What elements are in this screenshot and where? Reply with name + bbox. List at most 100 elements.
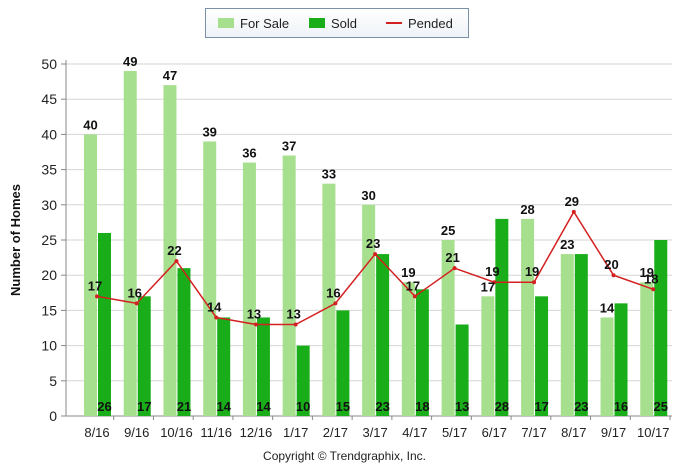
y-tick-label: 10 [41, 338, 57, 354]
data-label-pended: 16 [127, 285, 141, 300]
x-tick-label: 10/16 [160, 425, 193, 440]
data-label-for-sale: 37 [282, 139, 296, 154]
data-label-pended: 13 [286, 306, 300, 321]
data-label-for-sale: 23 [560, 237, 574, 252]
point-pended [452, 266, 457, 271]
data-label-sold: 26 [97, 399, 111, 414]
pended-line [95, 209, 656, 327]
bar-for-sale [560, 254, 574, 416]
data-label-sold: 23 [375, 399, 389, 414]
data-label-for-sale: 39 [202, 124, 216, 139]
legend-label-pended: Pended [408, 15, 453, 31]
bar-for-sale [203, 141, 217, 416]
x-tick-label: 3/17 [362, 425, 387, 440]
data-label-sold: 10 [296, 399, 310, 414]
bar-sold [614, 303, 628, 416]
data-label-sold: 16 [614, 399, 628, 414]
data-label-for-sale: 28 [520, 202, 534, 217]
bar-for-sale [84, 134, 97, 416]
data-label-sold: 15 [336, 399, 350, 414]
data-label-sold: 17 [137, 399, 151, 414]
point-pended [174, 259, 179, 264]
bar-for-sale [401, 282, 415, 416]
data-label-for-sale: 36 [242, 146, 256, 161]
x-tick-label: 6/17 [482, 425, 507, 440]
y-tick-label: 20 [41, 267, 57, 283]
point-pended [412, 294, 417, 299]
data-label-for-sale: 47 [163, 68, 177, 83]
data-label-pended: 17 [88, 278, 102, 293]
x-tick-label: 12/16 [240, 425, 273, 440]
point-pended [214, 315, 219, 320]
y-tick-label: 50 [41, 56, 57, 72]
y-tick-label: 35 [41, 162, 57, 178]
bar-for-sale [242, 162, 256, 416]
bar-for-sale [441, 240, 455, 416]
point-pended [95, 294, 99, 299]
point-pended [293, 322, 298, 327]
y-tick-label: 40 [41, 126, 57, 142]
data-label-pended: 13 [247, 306, 261, 321]
bar-for-sale [123, 71, 137, 416]
legend: For Sale Sold Pended [205, 8, 469, 38]
data-label-sold: 23 [574, 399, 588, 414]
legend-swatch-sold [309, 18, 325, 28]
data-label-pended: 22 [167, 243, 181, 258]
data-label-sold: 21 [177, 399, 191, 414]
x-tick-label: 7/17 [521, 425, 546, 440]
data-label-pended: 19 [525, 264, 539, 279]
data-label-sold: 14 [256, 399, 271, 414]
y-tick-label: 45 [41, 91, 57, 107]
data-label-sold: 18 [415, 399, 429, 414]
legend-label-sold: Sold [331, 15, 358, 31]
bar-sold [98, 232, 111, 416]
y-tick-label: 25 [41, 232, 57, 248]
bar-sold [376, 254, 390, 416]
data-label-for-sale: 33 [322, 167, 336, 182]
data-label-sold: 13 [455, 399, 469, 414]
bar-for-sale [481, 296, 495, 416]
data-label-sold: 28 [495, 399, 509, 414]
data-labels: 4026491747213914361437103315302319182513… [83, 54, 668, 414]
data-label-sold: 25 [654, 399, 668, 414]
y-tick-label: 30 [41, 197, 57, 213]
bar-sold [256, 317, 270, 416]
data-label-pended: 21 [445, 250, 459, 265]
bar-sold [654, 240, 668, 416]
bar-sold [336, 310, 350, 416]
x-tick-label: 10/17 [637, 425, 670, 440]
point-pended [571, 209, 576, 214]
point-pended [333, 301, 338, 306]
x-tick-label: 9/16 [124, 425, 149, 440]
legend-item-pended: Pended [386, 9, 453, 37]
bar-sold [455, 324, 469, 416]
y-axis-label: Number of Homes [8, 184, 23, 296]
y-tick-label: 15 [41, 302, 57, 318]
legend-swatch-for-sale [218, 18, 234, 28]
data-label-pended: 17 [406, 278, 420, 293]
data-label-pended: 29 [565, 194, 579, 209]
x-tick-label: 1/17 [283, 425, 308, 440]
legend-label-for-sale: For Sale [240, 15, 290, 31]
data-label-pended: 20 [604, 257, 618, 272]
data-label-pended: 14 [207, 299, 222, 314]
bar-sold [495, 218, 509, 416]
bar-for-sale [282, 155, 296, 416]
bar-for-sale [163, 85, 177, 417]
legend-item-sold: Sold [309, 9, 357, 37]
legend-item-for-sale: For Sale [218, 9, 289, 37]
bar-sold [217, 317, 231, 416]
data-label-pended: 23 [366, 236, 380, 251]
bar-for-sale [640, 282, 654, 416]
x-tick-label: 8/17 [561, 425, 586, 440]
x-tick-label: 5/17 [442, 425, 467, 440]
data-label-pended: 16 [326, 285, 340, 300]
bar-for-sale [600, 317, 614, 416]
x-tick-label: 11/16 [200, 425, 232, 440]
bars [84, 71, 668, 417]
data-label-for-sale: 14 [600, 300, 615, 315]
point-pended [373, 252, 378, 257]
data-label-for-sale: 40 [83, 117, 97, 132]
copyright-text: Copyright © Trendgraphix, Inc. [263, 449, 426, 463]
bar-sold [574, 254, 588, 416]
